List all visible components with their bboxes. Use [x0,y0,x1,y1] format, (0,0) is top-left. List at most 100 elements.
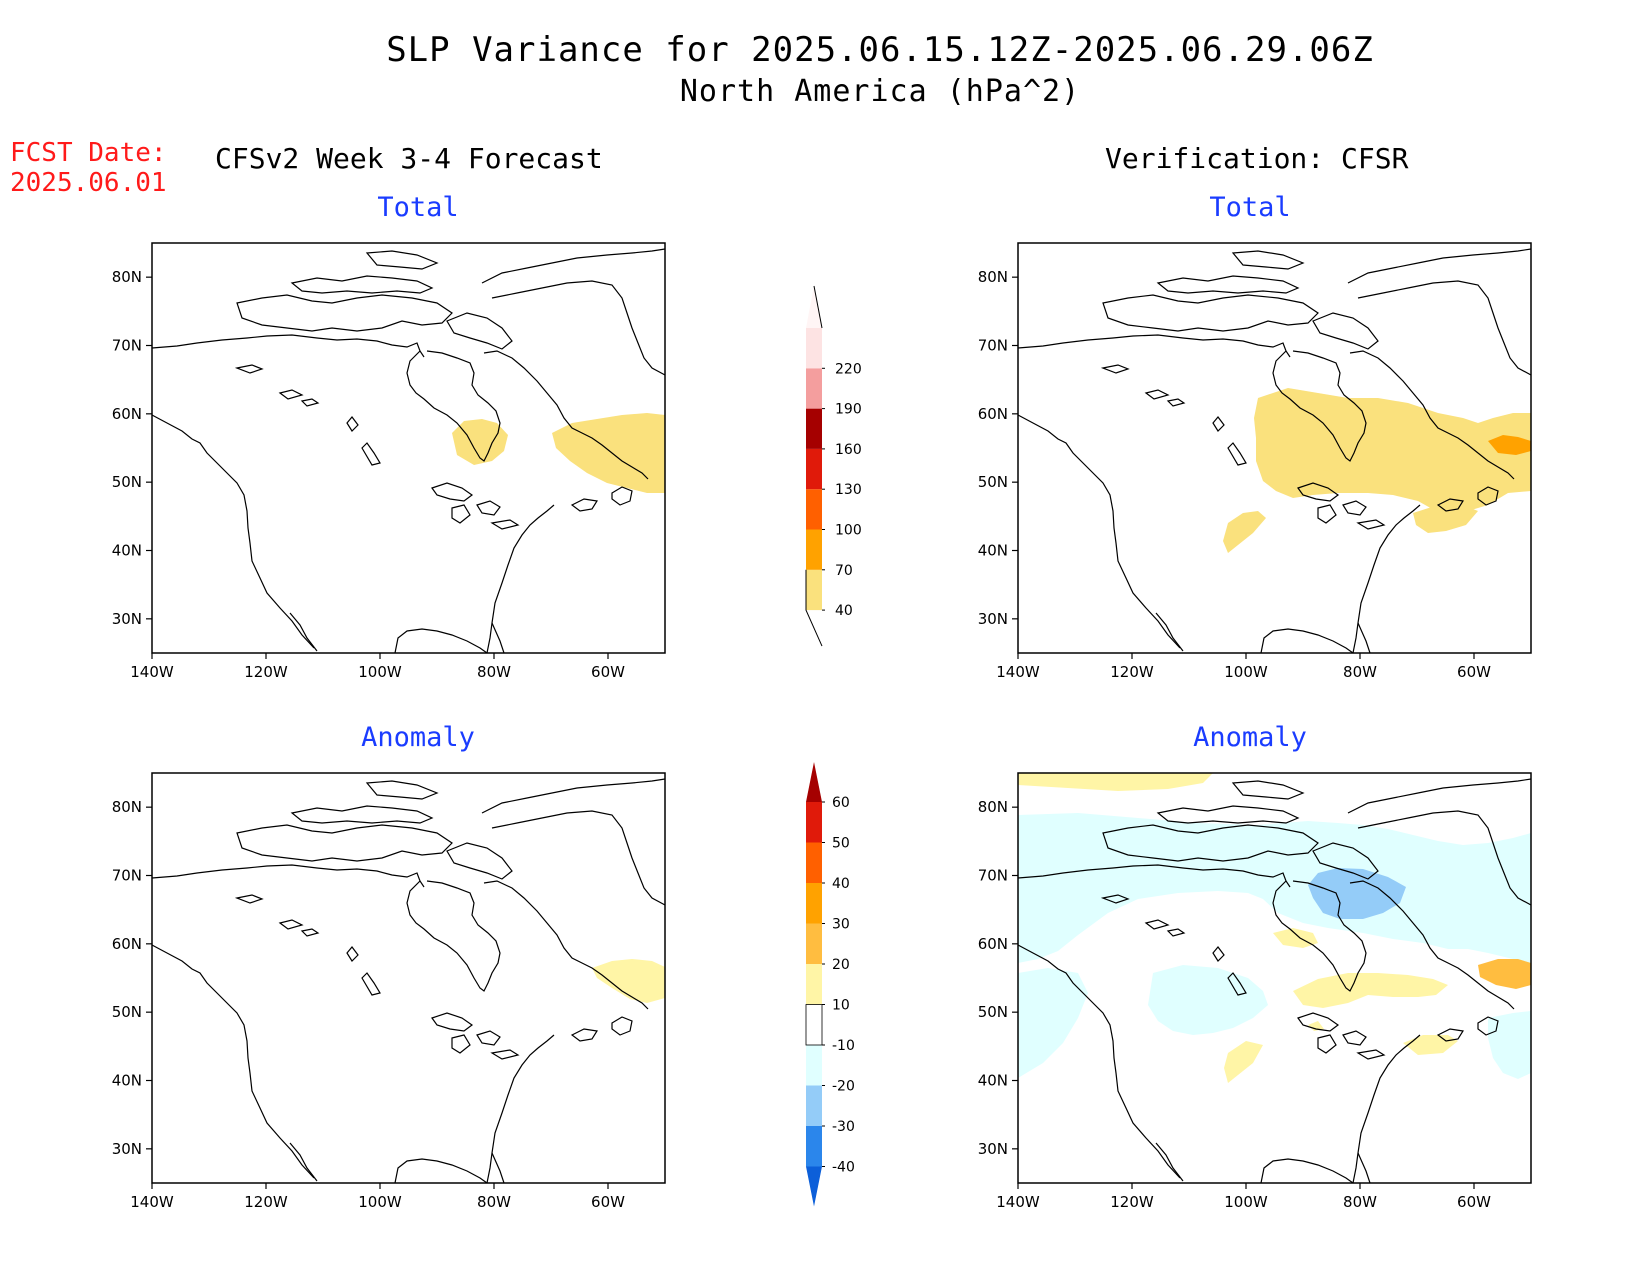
y-tick-label: 70N [978,337,1008,355]
x-tick-label: 60W [1457,663,1491,681]
shade-verif-anom-south-yellow [1224,1041,1263,1083]
colorbar-total: 40 70 100 130 160 190 220 [805,285,862,647]
panel-forecast-total [151,242,666,654]
colorbar-anomaly: -40 -30 -20 -10 10 20 30 40 50 60 [805,762,855,1207]
shade-verif-anom-north-yellow [1018,773,1213,791]
shade-forecast-total-labrador [552,413,665,493]
colorbar-anomaly-box [806,802,822,843]
y-tick-label: 30N [978,1140,1008,1158]
colorbar-total-box [806,448,822,490]
y-tick-label: 70N [112,337,142,355]
y-tick-label: 40N [978,1072,1008,1090]
column-title-forecast: CFSv2 Week 3-4 Forecast [215,142,603,175]
forecast-date-label: FCST Date: [10,138,167,168]
colorbar-anomaly-upper-arrow [806,762,822,802]
x-tick-label: 100W [358,1193,402,1211]
colorbar-total-lower-arrow [805,569,823,647]
y-tick-label: 40N [112,1072,142,1090]
panel-title-forecast-total: Total [377,192,459,223]
x-tick-label: 120W [244,663,288,681]
colorbar-total-label: 100 [835,523,862,539]
shade-verif-total-orange [1488,435,1531,455]
colorbar-anomaly-box [806,964,822,1005]
colorbar-total-label: 160 [835,442,862,458]
x-tick-label: 80W [1343,1193,1377,1211]
colorbar-total-box [806,489,822,530]
colorbar-anomaly-label: -20 [832,1079,855,1095]
panel-title-verification-total: Total [1209,192,1291,223]
colorbar-total-label: 40 [835,603,853,619]
x-tick-label: 100W [1224,1193,1268,1211]
colorbar-anomaly-label: -10 [832,1038,855,1054]
y-tick-label: 50N [112,473,142,491]
y-tick-label: 60N [112,935,142,953]
x-tick-label: 80W [477,1193,511,1211]
shade-verif-anom-orange [1478,959,1531,989]
colorbar-anomaly-box [806,1004,822,1045]
colorbar-anomaly-box [806,1126,822,1167]
colorbar-anomaly-box [806,842,822,883]
y-tick-label: 80N [112,268,142,286]
colorbar-anomaly-box [806,883,822,924]
y-tick-label: 60N [112,405,142,423]
shade-verif-anom-hudson-yellow [1273,928,1318,948]
colorbar-total-box [806,408,822,449]
chart-title: SLP Variance for 2025.06.15.12Z-2025.06.… [386,30,1374,70]
x-tick-label: 140W [996,663,1040,681]
shade-verif-anom-lakes-yellow [1308,1021,1324,1031]
x-tick-label: 60W [591,1193,625,1211]
colorbar-anomaly-box [806,1085,822,1126]
colorbar-total-label: 190 [835,402,862,418]
shade-forecast-total-hudson [452,419,508,465]
colorbar-anomaly-label: 60 [832,795,850,811]
colorbar-total-label: 130 [835,482,862,498]
y-tick-label: 80N [112,798,142,816]
chart-subtitle: North America (hPa^2) [679,74,1081,109]
colorbar-total-box [806,328,822,369]
shade-verif-total-hudsonblob [1270,411,1353,471]
colorbar-total-box [806,368,822,409]
shade-verif-anom-blue [1308,868,1406,919]
x-tick-label: 100W [358,663,402,681]
x-tick-label: 140W [130,1193,174,1211]
colorbar-total-label: 70 [835,563,853,579]
y-tick-label: 40N [112,542,142,560]
y-tick-label: 60N [978,405,1008,423]
panel-forecast-anomaly [151,772,666,1184]
colorbar-total-box [806,529,822,570]
panel-title-verification-anomaly: Anomaly [1193,722,1307,753]
colorbar-anomaly-label: -40 [832,1160,855,1176]
y-tick-label: 50N [112,1003,142,1021]
colorbar-anomaly-label: -30 [832,1119,855,1135]
shade-verif-anom-plains-cyan [1148,965,1268,1035]
x-tick-label: 80W [477,663,511,681]
x-tick-label: 100W [1224,663,1268,681]
panel-verification-total [1017,242,1532,654]
shade-verif-anom-band-yellow [1293,973,1448,1008]
axes-layer: 140W 120W 100W 80W 60W 80N 70N 60N 50N 40N 30N 140W… [112,268,1491,1211]
x-tick-label: 80W [1343,663,1377,681]
colorbar-anomaly-label: 30 [832,917,850,933]
x-tick-label: 140W [130,663,174,681]
shade-verif-anom-west-cyan [1018,813,1531,968]
y-tick-label: 40N [978,542,1008,560]
colorbar-anomaly-box [806,1045,822,1086]
x-tick-label: 140W [996,1193,1040,1211]
shade-verif-total-west [1223,511,1266,553]
x-tick-label: 120W [1110,1193,1154,1211]
colorbar-anomaly-lower-arrow [806,1166,822,1207]
shade-forecast-anom-east [592,959,665,1003]
shade-verif-anom-coast-cyan [1018,968,1088,1078]
shade-verif-anom-east-cyan [1488,1011,1531,1079]
colorbar-anomaly-label: 20 [832,957,850,973]
colorbar-anomaly-label: 40 [832,876,850,892]
y-tick-label: 30N [978,610,1008,628]
panel-title-forecast-anomaly: Anomaly [361,722,475,753]
y-tick-label: 30N [112,610,142,628]
x-tick-label: 60W [591,663,625,681]
colorbar-anomaly-label: 50 [832,836,850,852]
colorbar-total-label: 220 [835,361,862,377]
y-tick-label: 50N [978,473,1008,491]
colorbar-total-upper-arrow [806,286,822,328]
